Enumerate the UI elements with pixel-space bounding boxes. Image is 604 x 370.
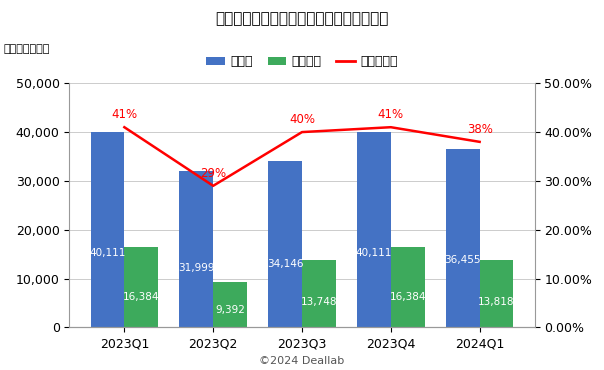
Text: 29%: 29%	[200, 167, 226, 180]
Bar	[213, 282, 247, 327]
Bar	[480, 260, 513, 327]
Bar	[391, 248, 425, 327]
Text: 40,111: 40,111	[89, 248, 126, 258]
Bar	[268, 161, 302, 327]
Bar	[357, 132, 391, 327]
Text: 13,748: 13,748	[301, 297, 337, 307]
Text: 31,999: 31,999	[178, 263, 214, 273]
Text: 41%: 41%	[378, 108, 404, 121]
Legend: 売上高, 営業利益, 営業利益率: 売上高, 営業利益, 営業利益率	[201, 50, 403, 73]
Text: 34,146: 34,146	[267, 259, 303, 269]
Text: メタプラットフォームズの四半期業績推移: メタプラットフォームズの四半期業績推移	[215, 11, 389, 26]
Text: 16,384: 16,384	[123, 292, 159, 302]
Text: 40%: 40%	[289, 113, 315, 126]
Text: 単位：百万ドル: 単位：百万ドル	[3, 44, 50, 54]
Bar	[179, 171, 213, 327]
Text: 38%: 38%	[467, 123, 493, 136]
Bar	[446, 149, 480, 327]
Text: 40,111: 40,111	[356, 248, 392, 258]
Text: 36,455: 36,455	[445, 255, 481, 265]
Text: ©2024 Deallab: ©2024 Deallab	[259, 356, 345, 366]
Bar	[91, 132, 124, 327]
Bar	[124, 248, 158, 327]
Bar	[302, 260, 336, 327]
Text: 9,392: 9,392	[215, 305, 245, 315]
Text: 41%: 41%	[111, 108, 138, 121]
Text: 16,384: 16,384	[390, 292, 426, 302]
Text: 13,818: 13,818	[478, 297, 515, 307]
